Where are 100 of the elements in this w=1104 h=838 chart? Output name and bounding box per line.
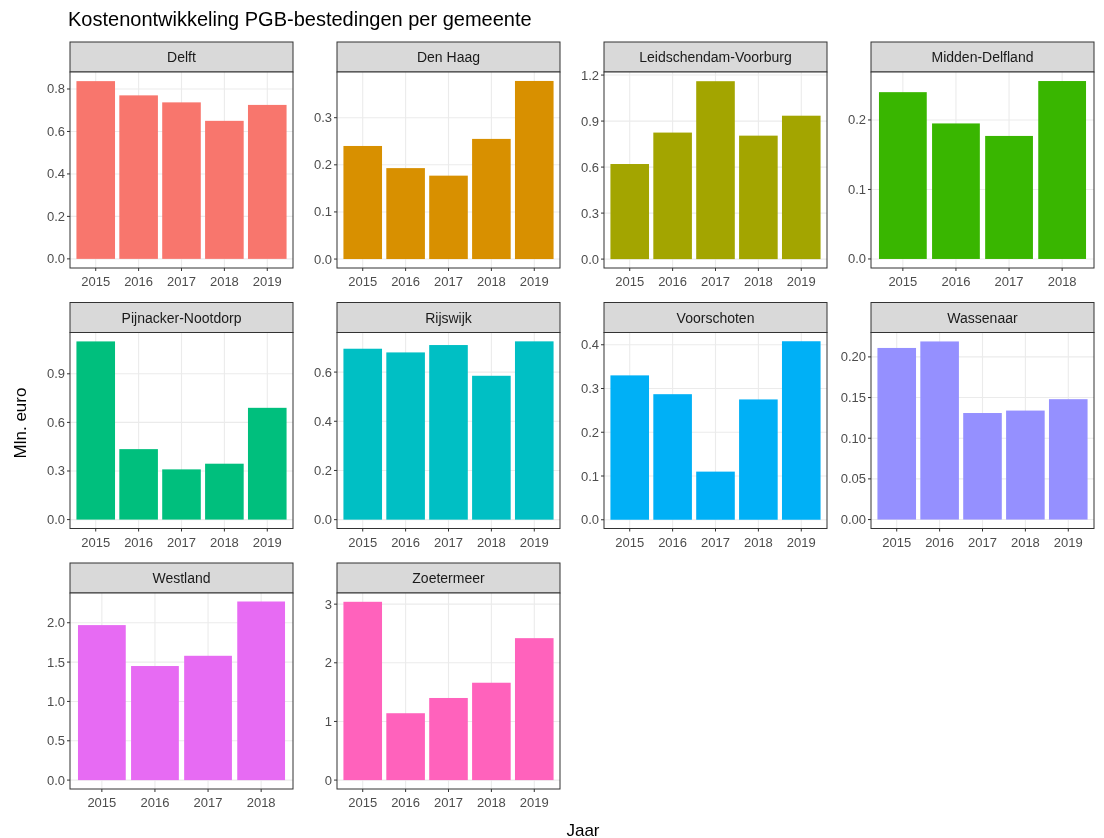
chart-title: Voorschoten xyxy=(676,309,755,326)
bar xyxy=(472,375,511,520)
chart-title: Leidschendam-Voorburg xyxy=(639,49,792,65)
x-tick-label: 2018 xyxy=(476,795,506,810)
x-tick-label: 2018 xyxy=(209,274,239,289)
y-tick-label: 0.6 xyxy=(313,364,332,380)
bar xyxy=(247,407,287,520)
bar xyxy=(343,348,383,520)
x-tick-label: 2019 xyxy=(519,534,549,550)
x-tick-label: 2016 xyxy=(140,795,170,810)
y-tick-label: 3 xyxy=(324,596,332,612)
y-tick-label: 1.0 xyxy=(46,693,65,709)
chart-title: Zoetermeer xyxy=(412,570,486,586)
y-tick-label: 0.3 xyxy=(580,381,599,396)
x-tick-label: 2015 xyxy=(87,795,117,810)
y-tick-label: 2 xyxy=(324,655,332,671)
x-tick-label: 2017 xyxy=(167,274,196,289)
y-tick-label: 0.1 xyxy=(580,468,599,484)
y-tick-label: 0.1 xyxy=(847,181,866,197)
y-tick-label: 0.0 xyxy=(313,251,332,267)
bar xyxy=(247,104,287,259)
y-tick-label: 0.5 xyxy=(46,733,65,749)
bar xyxy=(878,92,927,259)
y-tick-label: 0.0 xyxy=(46,251,65,267)
x-tick-label: 2016 xyxy=(658,274,688,289)
y-tick-label: 0.4 xyxy=(580,337,599,353)
bar xyxy=(514,638,554,781)
bar xyxy=(781,115,821,260)
x-tick-label: 2015 xyxy=(615,274,645,289)
chart-title: Den Haag xyxy=(416,49,481,65)
y-tick-label: 0.4 xyxy=(46,166,65,182)
bar xyxy=(429,175,468,260)
bar xyxy=(514,341,554,520)
x-tick-label: 2015 xyxy=(888,274,918,289)
bar xyxy=(932,123,980,259)
y-tick-label: 0.05 xyxy=(840,471,866,487)
y-tick-label: 0.6 xyxy=(46,414,65,430)
chart-title: Wassenaar xyxy=(947,309,1018,326)
bar xyxy=(653,394,692,520)
y-axis-title: Mln. euro xyxy=(11,387,30,459)
bar xyxy=(386,168,425,260)
y-tick-label: 0.1 xyxy=(313,204,332,220)
bar xyxy=(739,399,778,520)
x-tick-label: 2016 xyxy=(391,274,421,289)
x-tick-label: 2019 xyxy=(786,274,816,289)
y-tick-label: 0.9 xyxy=(46,366,65,382)
y-tick-label: 0.3 xyxy=(46,463,65,479)
bar xyxy=(343,145,383,260)
bar xyxy=(386,713,425,781)
bar xyxy=(131,666,179,781)
bar xyxy=(429,697,468,781)
text: Kostenontwikkeling PGB-bestedingen per gemeente xyxy=(68,8,532,30)
x-tick-label: 2019 xyxy=(519,274,549,289)
bar xyxy=(343,601,383,781)
bar xyxy=(1038,81,1087,259)
x-tick-label: 2018 xyxy=(743,274,773,289)
x-tick-label: 2017 xyxy=(434,274,463,289)
x-tick-label: 2015 xyxy=(348,795,378,810)
chart-title: Delft xyxy=(167,49,196,65)
bar xyxy=(162,102,201,259)
y-tick-label: 0.8 xyxy=(46,81,65,97)
bar xyxy=(1048,399,1088,520)
x-axis-title: Jaar xyxy=(566,821,600,838)
x-tick-label: 2018 xyxy=(743,534,773,550)
y-tick-label: 0.15 xyxy=(840,390,866,406)
bar xyxy=(963,413,1002,520)
bar xyxy=(514,80,554,260)
y-tick-label: 0.10 xyxy=(840,430,866,446)
x-tick-label: 2017 xyxy=(701,534,730,550)
x-tick-label: 2016 xyxy=(658,534,688,550)
y-tick-label: 0.2 xyxy=(580,424,599,440)
x-tick-label: 2019 xyxy=(1053,534,1083,550)
bar xyxy=(205,463,244,520)
chart-title: Rijswijk xyxy=(425,309,473,326)
y-tick-label: 0.9 xyxy=(580,113,599,129)
x-tick-label: 2015 xyxy=(81,534,111,550)
bar xyxy=(205,120,244,259)
x-tick-label: 2016 xyxy=(391,534,421,550)
bar xyxy=(77,625,126,781)
y-tick-label: 0.4 xyxy=(313,413,332,429)
bar xyxy=(739,135,778,260)
x-tick-label: 2015 xyxy=(348,534,378,550)
bar xyxy=(1006,410,1045,520)
y-tick-label: 0.0 xyxy=(313,512,332,528)
x-tick-label: 2016 xyxy=(941,274,971,289)
x-tick-label: 2016 xyxy=(925,534,955,550)
bar xyxy=(386,352,425,520)
x-tick-label: 2017 xyxy=(167,534,196,550)
bar xyxy=(610,375,650,520)
y-tick-label: 0.0 xyxy=(580,512,599,528)
y-tick-label: 2.0 xyxy=(46,615,65,631)
y-tick-label: 0.2 xyxy=(313,462,332,478)
y-tick-label: 0.0 xyxy=(46,512,65,528)
x-tick-label: 2018 xyxy=(246,795,276,810)
x-tick-label: 2019 xyxy=(786,534,816,550)
bar xyxy=(472,682,511,781)
x-tick-label: 2019 xyxy=(252,534,282,550)
y-tick-label: 0.0 xyxy=(580,251,599,267)
bar xyxy=(920,341,959,520)
x-tick-label: 2019 xyxy=(519,795,549,810)
